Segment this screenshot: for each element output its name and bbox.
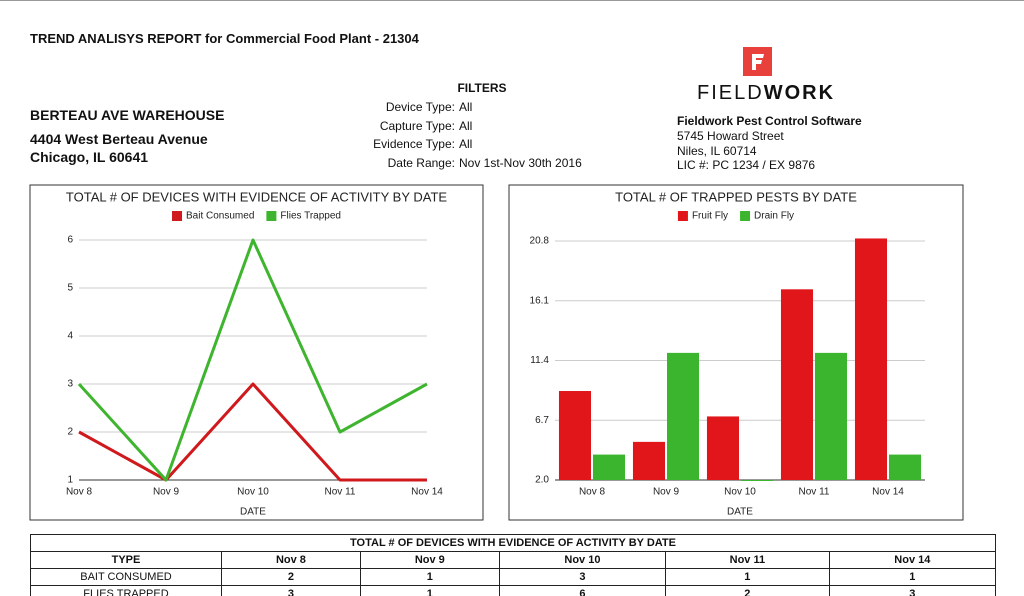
bar — [632, 441, 665, 480]
bar — [558, 391, 591, 480]
data-table: TOTAL # OF DEVICES WITH EVIDENCE OF ACTI… — [30, 534, 997, 596]
charts: TOTAL # OF DEVICES WITH EVIDENCE OF ACTI… — [29, 184, 964, 521]
company-address: 5745 Howard Street — [677, 129, 784, 143]
bar — [889, 454, 922, 480]
filter-value: All — [459, 100, 473, 114]
location-address: 4404 West Berteau Avenue — [30, 131, 208, 147]
logo-icon — [743, 47, 772, 76]
bar — [854, 238, 887, 480]
logo-part: WORK — [763, 82, 836, 104]
x-axis-label: DATE — [240, 507, 266, 518]
x-tick-label: Nov 11 — [799, 487, 830, 498]
y-tick-label: 2 — [67, 427, 73, 438]
table-cell: 3 — [221, 585, 361, 596]
y-tick-label: 2.0 — [535, 475, 549, 486]
filter-value: All — [459, 118, 473, 133]
table-row: FLIES TRAPPED 3 1 6 2 3 — [30, 585, 997, 596]
row-label: FLIES TRAPPED — [30, 585, 222, 596]
y-tick-label: 1 — [67, 475, 73, 486]
legend-label: Bait Consumed — [186, 211, 254, 222]
filter-label: Date Range: — [387, 155, 455, 170]
table-cell: 1 — [359, 585, 500, 596]
y-tick-label: 6 — [67, 235, 73, 246]
x-tick-label: Nov 10 — [237, 487, 269, 498]
legend-swatch — [677, 211, 688, 221]
legend-label: Flies Trapped — [280, 211, 341, 222]
y-tick-label: 6.7 — [535, 415, 549, 426]
x-tick-label: Nov 14 — [411, 487, 443, 498]
line-series — [78, 382, 427, 482]
bar — [593, 454, 626, 480]
y-tick-label: 3 — [67, 379, 73, 390]
filter-label: Evidence Type: — [373, 137, 455, 151]
bar — [780, 289, 813, 480]
table-cell: 3 — [828, 585, 997, 596]
x-tick-label: Nov 9 — [653, 487, 680, 498]
company-license: LIC #: PC 1234 / EX 9876 — [677, 158, 816, 172]
table-cell: 3 — [498, 568, 667, 586]
filter-label: Capture Type: — [379, 118, 455, 133]
table-cell: 2 — [665, 585, 830, 596]
table-header-row: TYPE Nov 8 Nov 9 Nov 10 Nov 11 Nov 14 — [30, 551, 997, 569]
bar — [741, 480, 774, 481]
x-tick-label: Nov 8 — [579, 487, 606, 498]
table-row: BAIT CONSUMED 2 1 3 1 1 — [30, 568, 997, 586]
filter-label: Device Type: — [385, 100, 455, 114]
table-header-cell: TYPE — [30, 551, 222, 569]
legend-swatch — [740, 211, 751, 221]
report-title: TREND ANALISYS REPORT for Commercial Foo… — [30, 31, 419, 46]
company-name: Fieldwork Pest Control Software — [677, 114, 862, 128]
table-header-cell: Nov 11 — [665, 551, 830, 569]
company-city: Niles, IL 60714 — [677, 144, 757, 158]
table-header-cell: Nov 8 — [221, 551, 361, 569]
table-header-cell: Nov 10 — [498, 551, 667, 569]
table-header-cell: Nov 9 — [359, 551, 500, 569]
table-cell: 1 — [665, 568, 830, 586]
x-tick-label: Nov 9 — [153, 487, 180, 498]
logo-part: FIELD — [697, 82, 764, 104]
legend-swatch — [172, 211, 183, 221]
y-tick-label: 16.1 — [530, 295, 550, 306]
chart-title: TOTAL # OF DEVICES WITH EVIDENCE OF ACTI… — [66, 189, 447, 204]
bar — [815, 352, 848, 480]
bar — [706, 416, 739, 480]
y-tick-label: 11.4 — [530, 355, 549, 366]
chart-frame — [29, 184, 484, 521]
x-tick-label: Nov 8 — [66, 487, 93, 498]
filter-value: Nov 1st-Nov 30th 2016 — [459, 155, 582, 170]
x-tick-label: Nov 11 — [325, 487, 356, 498]
x-tick-label: Nov 10 — [724, 487, 756, 498]
bar — [667, 352, 700, 480]
legend-label: Fruit Fly — [692, 211, 728, 222]
location-city: Chicago, IL 60641 — [30, 149, 149, 165]
table-cell: 1 — [359, 568, 500, 586]
legend-label: Drain Fly — [754, 211, 794, 222]
line-series — [77, 238, 428, 482]
logo-text: FIELDWORK — [697, 82, 835, 105]
table-cell: 1 — [828, 568, 997, 586]
x-tick-label: Nov 14 — [872, 487, 904, 498]
y-tick-label: 20.8 — [530, 236, 550, 247]
x-axis-label: DATE — [727, 507, 753, 518]
filters-title: FILTERS — [457, 81, 507, 95]
row-label: BAIT CONSUMED — [30, 568, 222, 586]
table-title: TOTAL # OF DEVICES WITH EVIDENCE OF ACTI… — [30, 534, 996, 552]
chart-frame — [508, 184, 964, 521]
filter-value: All — [459, 137, 473, 151]
table-header-cell: Nov 14 — [828, 551, 997, 569]
table-title-row: TOTAL # OF DEVICES WITH EVIDENCE OF ACTI… — [30, 534, 996, 552]
y-tick-label: 4 — [67, 331, 73, 342]
table-cell: 6 — [498, 585, 667, 596]
table-cell: 2 — [221, 568, 361, 586]
location-name: BERTEAU AVE WAREHOUSE — [30, 107, 225, 123]
legend-swatch — [266, 211, 277, 221]
top-border — [0, 0, 1024, 1]
y-tick-label: 5 — [67, 283, 73, 294]
chart-title: TOTAL # OF TRAPPED PESTS BY DATE — [615, 189, 857, 204]
